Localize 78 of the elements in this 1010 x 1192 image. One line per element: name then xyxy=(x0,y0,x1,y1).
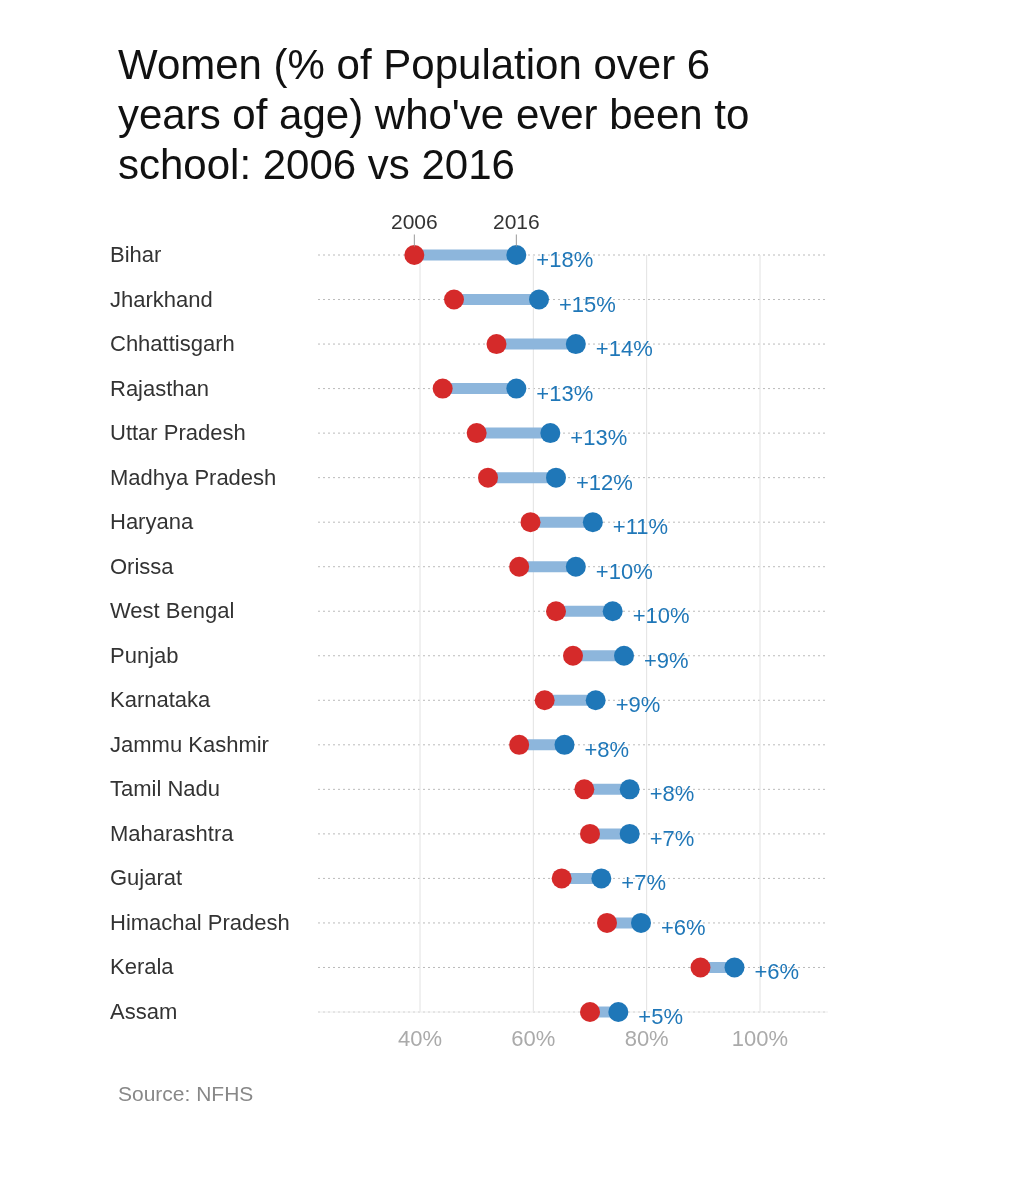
point xyxy=(602,601,623,622)
point xyxy=(509,556,530,577)
y-tick-label: Orissa xyxy=(110,553,175,579)
point xyxy=(509,734,530,755)
y-tick-label: Himachal Pradesh xyxy=(110,909,290,935)
point xyxy=(690,957,711,978)
y-tick-label: Tamil Nadu xyxy=(110,776,221,802)
point xyxy=(444,289,464,310)
y-tick-label: Chhattisgarh xyxy=(110,331,235,357)
y-tick-label: Bihar xyxy=(110,242,162,267)
y-tick-label: Kerala xyxy=(110,954,175,980)
annotation: +6% xyxy=(754,959,800,985)
y-tick-label: Madhya Pradesh xyxy=(110,464,277,490)
point xyxy=(582,512,603,533)
annotation: +11% xyxy=(612,514,669,540)
series-label: 2016 xyxy=(492,209,540,233)
point xyxy=(520,512,541,533)
point xyxy=(565,556,586,577)
point xyxy=(506,245,527,265)
point xyxy=(591,868,612,889)
y-tick-label: Karnataka xyxy=(110,687,212,713)
point xyxy=(554,734,575,755)
point xyxy=(534,690,555,711)
point xyxy=(565,334,586,355)
y-tick-label: Assam xyxy=(110,999,178,1024)
point xyxy=(597,912,617,933)
point xyxy=(540,423,561,444)
annotation: +9% xyxy=(644,647,689,673)
annotation: +8% xyxy=(649,781,695,807)
point xyxy=(619,779,640,800)
point xyxy=(574,779,595,800)
point xyxy=(432,378,453,399)
point xyxy=(563,645,583,666)
series-label: 2006 xyxy=(390,209,438,233)
x-tick-label: 40% xyxy=(397,1025,443,1051)
point xyxy=(506,378,527,399)
point xyxy=(580,823,600,844)
y-tick-label: Punjab xyxy=(110,642,179,668)
point xyxy=(546,467,566,488)
annotation: +7% xyxy=(621,870,666,896)
annotation: +13% xyxy=(570,425,628,451)
annotation: +13% xyxy=(536,380,594,406)
point xyxy=(614,645,634,666)
y-tick-label: Jharkhand xyxy=(110,286,213,312)
point xyxy=(404,245,425,265)
y-tick-label: Rajasthan xyxy=(110,375,210,401)
annotation: +18% xyxy=(536,247,594,272)
source-note: Source: NFHS xyxy=(118,1082,254,1105)
point xyxy=(724,957,745,978)
y-tick-label: Jammu Kashmir xyxy=(110,731,269,757)
annotation: +9% xyxy=(615,692,661,718)
point xyxy=(529,289,549,310)
point xyxy=(580,1002,600,1022)
annotation: +14% xyxy=(595,336,653,362)
y-tick-label: West Bengal xyxy=(110,598,235,624)
annotation: +7% xyxy=(649,825,695,851)
point xyxy=(551,868,572,889)
y-tick-label: Haryana xyxy=(110,509,194,535)
y-tick-label: Gujarat xyxy=(110,865,183,891)
point xyxy=(608,1002,629,1022)
point xyxy=(478,467,498,488)
point xyxy=(466,423,487,444)
annotation: +10% xyxy=(595,558,653,584)
point xyxy=(486,334,507,355)
x-tick-label: 60% xyxy=(511,1025,556,1051)
point xyxy=(546,601,566,622)
x-tick-label: 100% xyxy=(731,1025,789,1051)
chart-title: Women (% of Population over 6 years of age) who've ever been to school: 2006 vs 2016 xyxy=(118,40,751,190)
point xyxy=(619,823,640,844)
annotation: +6% xyxy=(661,914,706,940)
annotation: +12% xyxy=(576,469,633,495)
y-tick-label: Uttar Pradesh xyxy=(110,420,246,446)
point xyxy=(585,690,606,711)
annotation: +8% xyxy=(584,736,630,762)
annotation: +15% xyxy=(559,291,616,317)
point xyxy=(631,912,651,933)
y-tick-label: Maharashtra xyxy=(110,820,235,846)
annotation: +10% xyxy=(632,603,690,629)
